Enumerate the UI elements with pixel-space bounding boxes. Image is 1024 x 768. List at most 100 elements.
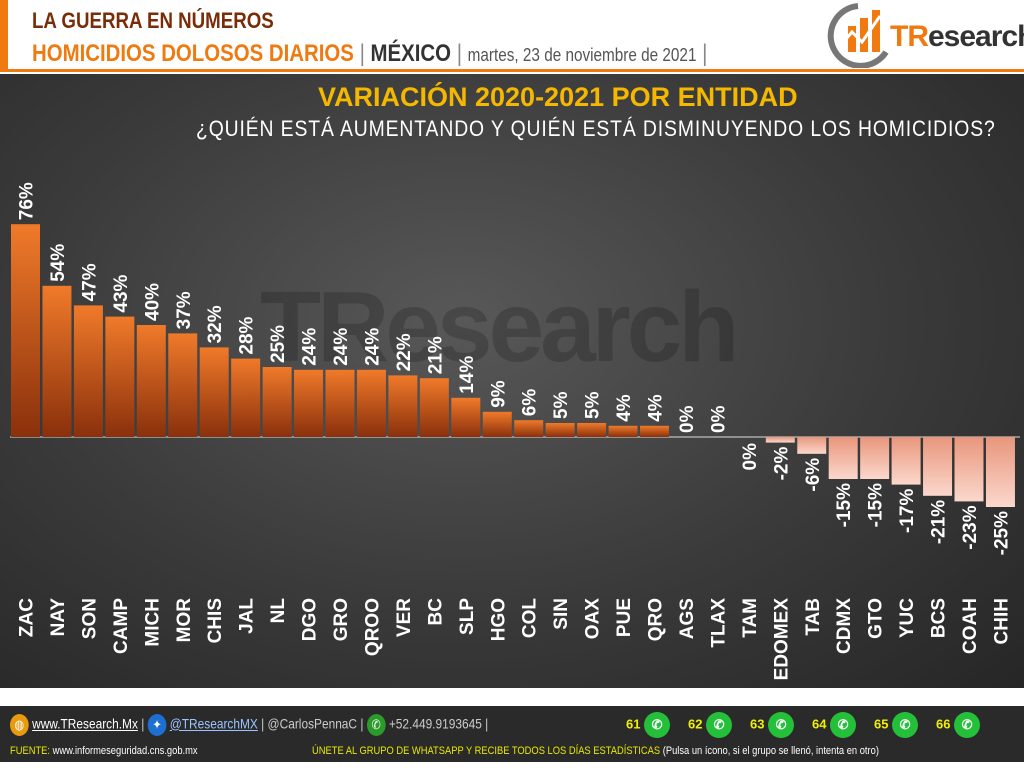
logo-esearch: esearch — [928, 20, 1024, 53]
whatsapp-icon[interactable]: ✆ — [768, 712, 795, 738]
bar-ver — [388, 375, 418, 437]
category-label-col: COL — [520, 598, 541, 639]
footer — [0, 706, 1024, 762]
category-label-ver: VER — [394, 598, 415, 637]
category-label-mor: MOR — [174, 598, 195, 643]
category-label-mich: MICH — [142, 598, 163, 647]
data-label-qroo: 24% — [362, 328, 383, 366]
category-label-sin: SIN — [551, 598, 572, 630]
bar-gto — [860, 437, 890, 479]
bar-mor — [168, 333, 198, 437]
topic: HOMICIDIOS DOLOSOS DIARIOS — [32, 40, 354, 67]
category-label-bc: BC — [425, 598, 446, 626]
category-label-hgo: HGO — [488, 598, 509, 641]
website-link[interactable]: www.TResearch.Mx — [32, 715, 138, 732]
phone-number: +52.449.9193645 — [388, 715, 482, 732]
bar-qroo — [356, 369, 386, 437]
category-label-nay: NAY — [48, 598, 69, 637]
separator: | — [485, 715, 489, 732]
header-line1: LA GUERRA EN NÚMEROS — [32, 8, 274, 33]
whatsapp-group-66[interactable]: 66 ✆ — [936, 712, 984, 738]
category-label-ags: AGS — [677, 598, 698, 639]
bar-cdmx — [828, 437, 858, 479]
bar-yuc — [891, 437, 921, 485]
whatsapp-icon[interactable]: ✆ — [644, 712, 671, 738]
whatsapp-group-61[interactable]: 61 ✆ — [626, 712, 674, 738]
category-label-nl: NL — [268, 598, 289, 624]
data-label-qro: 4% — [646, 394, 667, 422]
whatsapp-join: ÚNETE AL GRUPO DE WHATSAPP Y RECIBE TODO… — [312, 745, 879, 757]
data-label-ver: 22% — [394, 333, 415, 371]
twitter2-handle[interactable]: @CarlosPennaC — [267, 715, 358, 732]
whatsapp-icon[interactable]: ✆ — [830, 712, 857, 738]
category-label-coah: COAH — [960, 598, 981, 654]
join-note: (Pulsa un ícono, si el grupo se llenó, i… — [662, 745, 879, 757]
category-label-oax: OAX — [583, 598, 604, 640]
data-label-sin: 5% — [551, 391, 572, 419]
category-label-tam: TAM — [740, 598, 761, 638]
separator: | — [359, 40, 365, 67]
bar-coah — [954, 437, 984, 502]
category-label-zac: ZAC — [17, 598, 38, 637]
data-label-chis: 32% — [205, 305, 226, 343]
data-label-chih: -25% — [991, 511, 1012, 555]
whatsapp-group-64[interactable]: 64 ✆ — [812, 712, 860, 738]
category-label-gto: GTO — [866, 598, 887, 639]
group-number: 64 — [812, 716, 827, 732]
whatsapp-group-63[interactable]: 63 ✆ — [750, 712, 798, 738]
bar-jal — [231, 358, 261, 437]
group-number: 63 — [750, 716, 765, 732]
data-label-nl: 25% — [268, 325, 289, 363]
data-label-cdmx: -15% — [834, 483, 855, 527]
bar-qro — [640, 425, 669, 437]
category-label-pue: PUE — [614, 598, 635, 637]
data-label-gro: 24% — [331, 328, 352, 366]
data-label-tam: 0% — [740, 443, 761, 471]
category-label-qro: QRO — [646, 598, 667, 641]
category-label-qroo: QROO — [362, 598, 383, 656]
data-label-yuc: -17% — [897, 488, 918, 532]
data-label-gto: -15% — [866, 483, 887, 527]
footer-links: ◍ www.TResearch.Mx | ✦ @TResearchMX | @Car… — [10, 714, 488, 736]
bar-camp — [105, 316, 135, 437]
category-label-chih: CHIH — [991, 598, 1012, 644]
group-number: 62 — [688, 716, 703, 732]
data-label-son: 47% — [79, 263, 100, 301]
bar-chis — [199, 347, 229, 437]
separator: | — [456, 40, 462, 67]
category-label-chis: CHIS — [205, 598, 226, 643]
source2-label: FUENTE: — [10, 745, 51, 757]
bar-nl — [262, 367, 292, 437]
whatsapp-icon[interactable]: ✆ — [892, 712, 919, 738]
whatsapp-icon[interactable]: ✆ — [954, 712, 981, 738]
data-label-tab: -6% — [803, 458, 824, 492]
source-note: FUENTE: Secretariado Ejecutivo del Siste… — [183, 692, 896, 704]
tresearch-logo: TResearch — [826, 2, 1024, 68]
country: MÉXICO — [370, 40, 452, 67]
bar-bc — [419, 378, 449, 437]
bar-hgo — [482, 411, 512, 437]
data-label-hgo: 9% — [488, 380, 509, 408]
bar-bcs — [923, 437, 953, 496]
category-label-yuc: YUC — [897, 598, 918, 638]
category-label-tab: TAB — [803, 598, 824, 636]
bar-mich — [136, 325, 166, 437]
data-label-jal: 28% — [237, 316, 258, 354]
separator: | — [261, 715, 265, 732]
twitter-link[interactable]: @TResearchMX — [169, 715, 258, 732]
whatsapp-group-65[interactable]: 65 ✆ — [874, 712, 922, 738]
bar-zac — [11, 224, 40, 437]
date: martes, 23 de noviembre de 2021 — [467, 45, 697, 65]
data-label-ags: 0% — [677, 405, 698, 433]
category-label-cdmx: CDMX — [834, 598, 855, 654]
whatsapp-icon[interactable]: ✆ — [706, 712, 733, 738]
whatsapp-group-62[interactable]: 62 ✆ — [688, 712, 736, 738]
source2-link[interactable]: www.informeseguridad.cns.gob.mx — [52, 745, 198, 757]
data-label-bcs: -21% — [929, 500, 950, 544]
data-label-coah: -23% — [960, 505, 981, 549]
logo-text: TResearch — [890, 20, 1024, 54]
header: LA GUERRA EN NÚMEROS HOMICIDIOS DOLOSOS … — [0, 0, 1024, 72]
category-label-jal: JAL — [237, 598, 258, 634]
data-label-camp: 43% — [111, 274, 132, 312]
category-label-bcs: BCS — [929, 598, 950, 638]
